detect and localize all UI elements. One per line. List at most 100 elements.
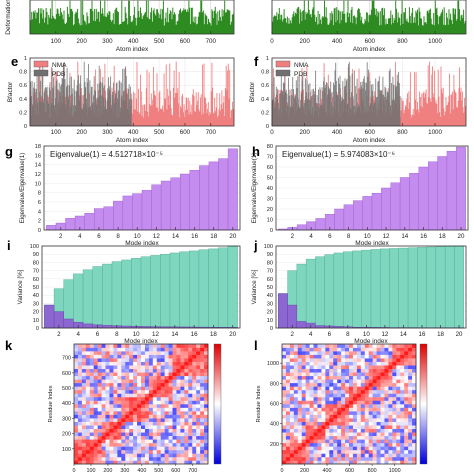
heatmap-cell [113,421,118,426]
heatmap-cell [129,375,134,380]
heatmap-cell [156,389,161,394]
heatmap-cell [282,361,287,366]
heatmap-cell [85,361,91,366]
heatmap-cell [144,446,150,451]
heatmap-cell [121,421,126,426]
heatmap-cell [400,361,405,366]
heatmap-cell [121,351,126,355]
heatmap-cell [372,393,377,398]
heatmap-cell [341,460,346,465]
heatmap-cell [101,439,106,444]
heatmap-cell [117,396,122,401]
heatmap-cell [321,382,326,387]
heatmap-cell [89,449,94,454]
heatmap-cell [305,432,310,437]
bar-mode-16-s0 [417,247,427,329]
heatmap-cell [321,393,326,398]
heatmap-cell [180,453,185,458]
x-tick-label: 300 [102,129,113,136]
heatmap-cell [376,442,381,447]
heatmap-cell [372,460,377,465]
heatmap-cell [376,435,381,440]
heatmap-cell [164,375,169,380]
heatmap-cell [293,379,299,384]
heatmap-cell [313,351,318,355]
heatmap-cell [89,456,94,461]
heatmap-cell [345,456,350,461]
heatmap-cell [400,435,405,440]
heatmap-cell [325,435,330,440]
x-tick-label: 6 [97,233,101,240]
bar-mode-5 [84,212,95,231]
heatmap-cell [109,418,114,422]
heatmap-cell [404,347,409,352]
heatmap-cell [388,389,393,394]
heatmap-cell [89,446,94,451]
heatmap-cell [176,393,181,398]
heatmap-cell [129,425,134,430]
heatmap-cell [293,453,299,458]
heatmap-cell [321,453,326,458]
heatmap-cell [408,435,413,440]
heatmap-cell [412,432,417,437]
heatmap-cell [200,411,205,415]
heatmap-cell [117,372,122,377]
heatmap-cell [148,428,154,433]
heatmap-cell [168,379,173,384]
heatmap-cell [93,442,98,447]
heatmap-cell [380,361,385,366]
heatmap-cell [97,361,102,366]
heatmap-cell [141,375,146,380]
heatmap-cell [133,368,138,373]
heatmap-cell [121,361,126,366]
heatmap-cell [77,351,83,355]
heatmap-cell [368,411,373,415]
y-tick-label: 1 [266,56,269,62]
heatmap-cell [156,442,161,447]
heatmap-cell [368,368,373,373]
heatmap-cell [388,456,393,461]
heatmap-cell [333,375,338,380]
heatmap-cell [141,453,146,458]
heatmap-cell [156,354,161,359]
heatmap-cell [105,347,110,352]
y-tick-label: 6 [38,200,41,206]
heatmap-cell [144,439,150,444]
heatmap-cell [412,354,417,359]
heatmap-cell [101,393,106,398]
heatmap-cell [285,421,291,426]
heatmap-cell [408,358,413,362]
heatmap-cell [285,393,291,398]
heatmap-cell [337,386,342,391]
heatmap-cell [384,456,389,461]
y-tick-label: 0 [266,124,269,130]
heatmap-cell [321,439,326,444]
heatmap-cell [89,382,94,387]
x-axis-label: Atom index [116,137,149,144]
heatmap-cell [356,379,362,384]
heatmap-cell [180,418,185,422]
heatmap-cell [77,375,83,380]
heatmap-cell [204,344,209,348]
heatmap-cell [384,368,389,373]
heatmap-cell [168,389,173,394]
heatmap-cell [392,351,397,355]
heatmap-cell [333,347,338,352]
heatmap-cell [325,418,330,422]
heatmap-cell [164,449,169,454]
y-tick-label: 18 [35,144,41,150]
heatmap-cell [364,442,369,447]
heatmap-cell [121,386,126,391]
heatmap-cell [392,393,397,398]
heatmap-cell [301,386,306,391]
y-tick-label: 90 [33,252,39,258]
heatmap-cell [148,456,154,461]
heatmap-cell [152,382,158,387]
heatmap-cell [285,347,291,352]
x-tick-label: 10 [134,233,141,240]
heatmap-cell [380,382,385,387]
heatmap-cell [293,432,299,437]
heatmap-cell [285,428,291,433]
heatmap-cell [301,418,306,422]
